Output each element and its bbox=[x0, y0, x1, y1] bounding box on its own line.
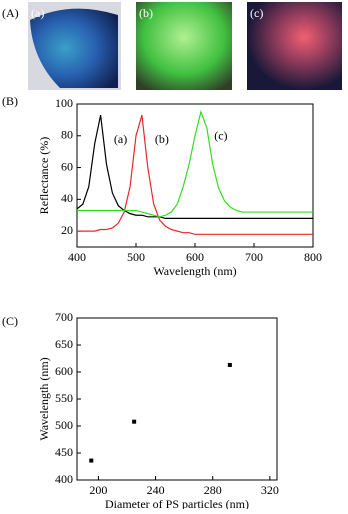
series-label: (b) bbox=[155, 132, 169, 146]
y-tick-label: 550 bbox=[55, 391, 73, 405]
x-tick-label: 800 bbox=[304, 250, 322, 264]
plot-frame bbox=[76, 103, 314, 248]
y-tick-label: 500 bbox=[55, 418, 73, 432]
x-tick-label: 200 bbox=[89, 483, 107, 497]
point bbox=[132, 419, 137, 424]
y-axis-label: Reflectance (%) bbox=[37, 137, 51, 215]
photo-sample bbox=[30, 8, 118, 89]
line-series bbox=[77, 114, 313, 235]
series-label: (c) bbox=[214, 129, 227, 143]
photo-label: (b) bbox=[139, 6, 153, 20]
x-axis-label: Diameter of PS particles (nm) bbox=[105, 497, 249, 509]
x-tick-label: 700 bbox=[245, 250, 263, 264]
line-series bbox=[77, 109, 313, 218]
y-tick-label: 40 bbox=[61, 191, 73, 205]
line-series bbox=[76, 115, 313, 219]
point bbox=[227, 362, 232, 367]
panel-label: (B) bbox=[2, 94, 18, 108]
series-label: (a) bbox=[114, 132, 127, 146]
y-tick-label: 650 bbox=[55, 337, 73, 351]
photo bbox=[136, 2, 232, 90]
x-tick-label: 280 bbox=[204, 483, 222, 497]
point bbox=[89, 458, 94, 463]
photo bbox=[247, 2, 342, 90]
panel-label: (A) bbox=[2, 6, 19, 20]
x-tick-label: 240 bbox=[147, 483, 165, 497]
x-tick-label: 320 bbox=[261, 483, 279, 497]
y-tick-label: 20 bbox=[61, 223, 73, 237]
photo-label: (a) bbox=[31, 6, 44, 20]
y-tick-label: 400 bbox=[55, 472, 73, 486]
panel-label: (C) bbox=[2, 314, 18, 328]
y-tick-label: 60 bbox=[61, 159, 73, 173]
y-tick-label: 700 bbox=[55, 310, 73, 324]
plot-frame bbox=[76, 317, 278, 481]
y-axis-label: Wavelength (nm) bbox=[37, 357, 51, 440]
photo-label: (c) bbox=[250, 6, 263, 20]
y-tick-label: 80 bbox=[61, 128, 73, 142]
y-tick-label: 450 bbox=[55, 445, 73, 459]
y-tick-label: 600 bbox=[55, 364, 73, 378]
y-tick-label: 100 bbox=[55, 96, 73, 110]
x-tick-label: 600 bbox=[186, 250, 204, 264]
x-tick-label: 500 bbox=[127, 250, 145, 264]
x-tick-label: 400 bbox=[68, 250, 86, 264]
x-axis-label: Wavelength (nm) bbox=[153, 264, 236, 278]
